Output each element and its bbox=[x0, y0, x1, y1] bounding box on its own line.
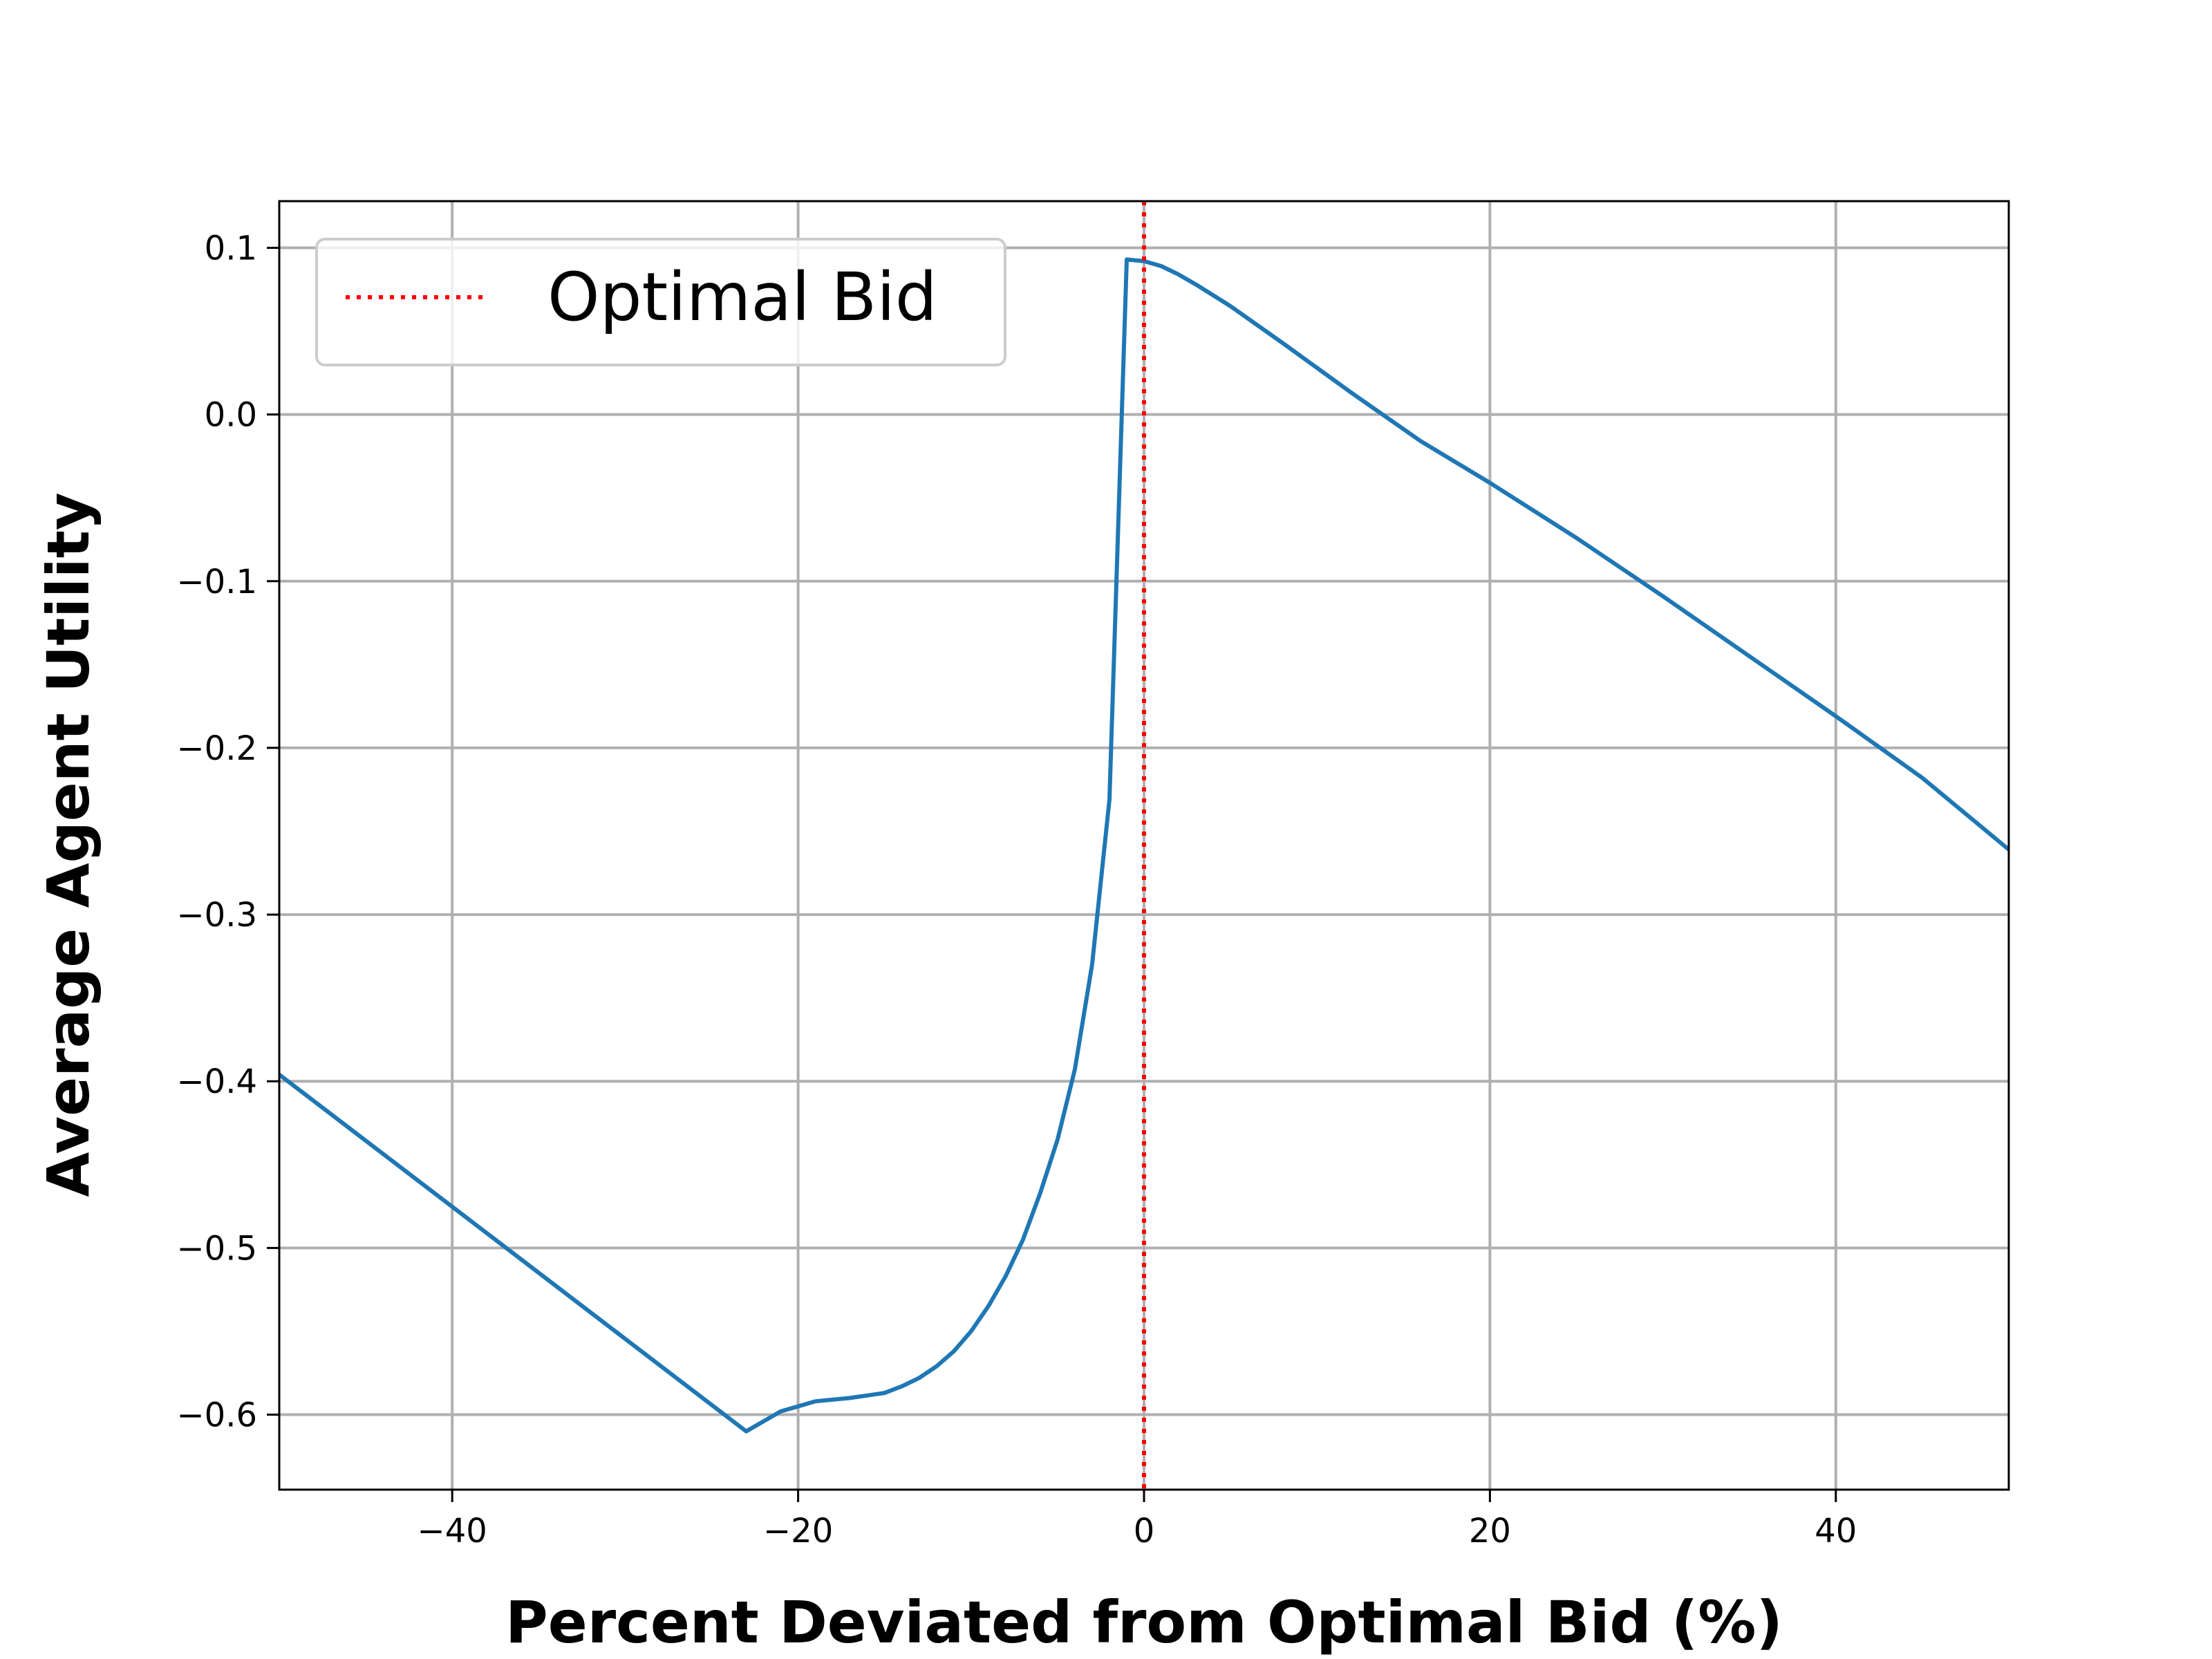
x-axis-ticks: −40 −20 0 20 40 bbox=[418, 1490, 1857, 1550]
series-layer bbox=[278, 201, 2010, 1490]
legend-box bbox=[315, 238, 1006, 366]
x-tick-label: −20 bbox=[763, 1512, 833, 1550]
y-tick-label: −0.4 bbox=[176, 1062, 257, 1101]
y-tick-label: −0.6 bbox=[176, 1396, 257, 1434]
y-tick-label: −0.5 bbox=[176, 1229, 257, 1268]
y-tick-label: 0.0 bbox=[205, 396, 257, 435]
x-axis-label: Percent Deviated from Optimal Bid (%) bbox=[505, 1588, 1783, 1656]
y-tick-label: −0.1 bbox=[176, 563, 257, 601]
y-tick-label: −0.3 bbox=[176, 896, 257, 935]
y-tick-label: 0.1 bbox=[205, 229, 257, 268]
x-tick-label: 20 bbox=[1469, 1512, 1511, 1550]
x-tick-label: 0 bbox=[1134, 1512, 1155, 1550]
y-tick-label: −0.2 bbox=[176, 729, 257, 768]
y-axis-ticks: 0.1 0.0 −0.1 −0.2 −0.3 −0.4 −0.5 −0.6 bbox=[176, 229, 279, 1434]
x-tick-label: 40 bbox=[1815, 1512, 1857, 1550]
legend: Optimal Bid bbox=[315, 238, 1006, 366]
x-tick-label: −40 bbox=[418, 1512, 487, 1550]
legend-label-optimal-bid: Optimal Bid bbox=[547, 259, 937, 336]
y-axis-label: Average Agent Utility bbox=[35, 492, 102, 1197]
utility-line bbox=[278, 257, 2010, 1434]
